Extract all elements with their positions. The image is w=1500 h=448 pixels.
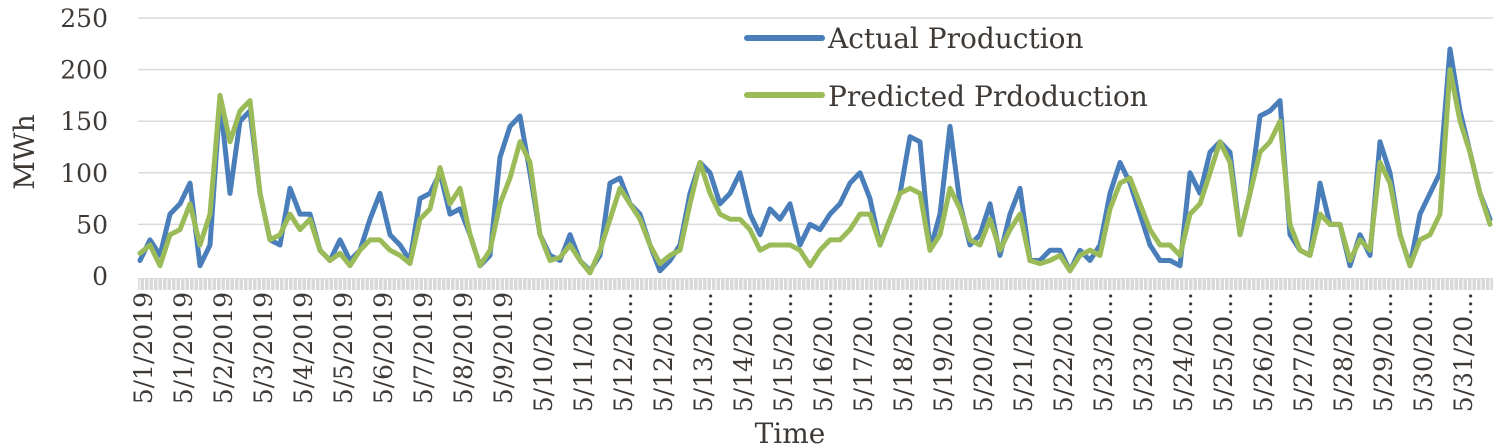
x-tick-label: 5/1/2019 [169,292,198,404]
y-tick-label: 200 [60,56,108,85]
x-tick-label: 5/18/20... [889,292,918,412]
x-tick-label: 5/23/20... [1089,292,1118,412]
y-tick-label: 50 [76,210,108,239]
y-tick-label: 100 [60,159,108,188]
y-tick-label: 250 [60,4,108,33]
y-tick-label: 0 [92,262,108,291]
x-tick-label: 5/12/20... [609,292,638,412]
x-tick-label: 5/26/20... [1249,292,1278,412]
x-tick-label: 5/5/2019 [329,292,358,404]
legend-label-predicted: Predicted Prdoduction [828,80,1148,113]
x-tick-label: 5/12/20... [649,292,678,412]
actual-production-line [137,46,1493,274]
x-tick-label: 5/2/2019 [209,292,238,404]
x-tick-label: 5/6/2019 [369,292,398,404]
x-tick-label: 5/8/2019 [449,292,478,404]
x-tick-label: 5/22/20... [1049,292,1078,412]
x-tick-label: 5/16/20... [809,292,838,412]
x-tick-label: 5/29/20... [1369,292,1398,412]
x-tick-label: 5/24/20... [1169,292,1198,412]
x-axis-title: Time [755,417,826,448]
x-axis [138,278,1493,290]
x-tick-label: 5/4/2019 [289,292,318,404]
x-tick-label: 5/14/20... [729,292,758,412]
y-axis-ticks: 0 50 100 150 200 250 [60,4,108,291]
x-tick-label: 5/15/20... [769,292,798,412]
y-axis-title: MWh [8,114,41,189]
series-lines [137,46,1493,276]
x-tick-label: 5/3/2019 [249,292,278,404]
x-tick-label: 5/23/20... [1129,292,1158,412]
x-tick-label: 5/10/20... [529,292,558,412]
x-tick-label: 5/17/20... [849,292,878,412]
predicted-production-line [137,67,1493,276]
x-tick-label: 5/9/2019 [489,292,518,404]
x-tick-label: 5/20/20... [969,292,998,412]
x-tick-label: 5/31/20... [1449,292,1478,412]
x-tick-label: 5/1/2019 [129,292,158,404]
x-tick-label: 5/13/20... [689,292,718,412]
x-tick-label: 5/11/20... [569,292,598,412]
x-tick-label: 5/30/20... [1409,292,1438,412]
x-axis-ticks: 5/1/2019 5/1/2019 5/2/2019 5/3/2019 5/4/2019… [129,292,1478,412]
x-tick-label: 5/19/20... [929,292,958,412]
gridlines [138,17,1493,226]
legend-label-actual: Actual Production [827,22,1084,55]
y-tick-label: 150 [60,107,108,136]
legend: Actual Production Predicted Prdoduction [744,22,1148,113]
x-tick-label: 5/25/20... [1209,292,1238,412]
x-tick-label: 5/28/20... [1329,292,1358,412]
x-tick-label: 5/7/2019 [409,292,438,404]
x-tick-label: 5/27/20... [1289,292,1318,412]
x-tick-label: 5/21/20... [1009,292,1038,412]
